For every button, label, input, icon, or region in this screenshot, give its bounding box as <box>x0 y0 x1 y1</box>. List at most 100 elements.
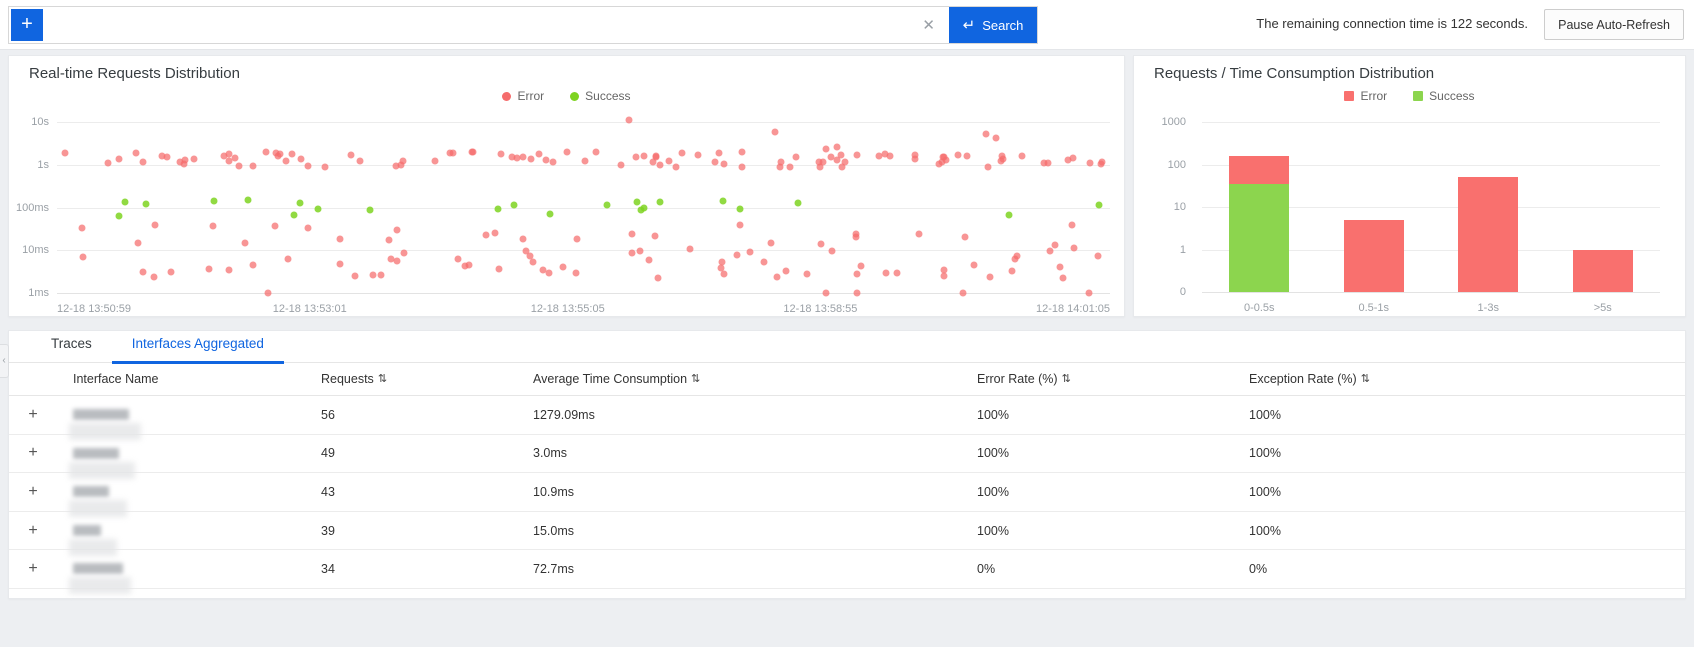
error-request-dot[interactable] <box>134 239 142 247</box>
error-request-dot[interactable] <box>519 153 527 161</box>
error-request-dot[interactable] <box>672 163 680 171</box>
error-request-dot[interactable] <box>276 150 284 157</box>
error-request-dot[interactable] <box>249 261 257 269</box>
error-request-dot[interactable] <box>491 229 499 237</box>
error-request-dot[interactable] <box>827 153 835 161</box>
success-request-dot[interactable] <box>494 205 502 213</box>
error-request-dot[interactable] <box>718 258 726 266</box>
error-request-dot[interactable] <box>225 266 233 274</box>
error-request-dot[interactable] <box>998 152 1006 160</box>
error-request-dot[interactable] <box>767 239 775 247</box>
error-request-dot[interactable] <box>656 161 664 169</box>
error-request-dot[interactable] <box>649 158 657 166</box>
error-request-dot[interactable] <box>773 273 781 281</box>
error-request-dot[interactable] <box>497 150 505 158</box>
error-request-dot[interactable] <box>833 156 841 164</box>
error-request-dot[interactable] <box>249 162 257 170</box>
success-request-dot[interactable] <box>244 196 252 204</box>
error-request-dot[interactable] <box>686 245 694 253</box>
error-request-dot[interactable] <box>321 163 329 171</box>
success-request-dot[interactable] <box>637 206 645 214</box>
error-request-dot[interactable] <box>573 235 581 243</box>
error-request-dot[interactable] <box>1094 252 1102 260</box>
error-request-dot[interactable] <box>336 235 344 243</box>
success-request-dot[interactable] <box>794 199 802 207</box>
error-request-dot[interactable] <box>782 267 790 275</box>
error-request-dot[interactable] <box>771 128 779 136</box>
error-request-dot[interactable] <box>935 160 943 168</box>
error-request-dot[interactable] <box>822 289 830 297</box>
clear-icon[interactable]: ✕ <box>922 17 935 34</box>
error-request-dot[interactable] <box>893 269 901 277</box>
error-request-dot[interactable] <box>954 151 962 159</box>
error-request-dot[interactable] <box>1068 221 1076 229</box>
error-request-dot[interactable] <box>559 263 567 271</box>
error-request-dot[interactable] <box>231 154 239 162</box>
error-request-dot[interactable] <box>209 222 217 230</box>
error-request-dot[interactable] <box>959 289 967 297</box>
error-request-dot[interactable] <box>738 148 746 156</box>
error-request-dot[interactable] <box>220 152 228 160</box>
error-request-dot[interactable] <box>288 150 296 158</box>
error-request-dot[interactable] <box>645 256 653 264</box>
error-request-dot[interactable] <box>431 157 439 165</box>
error-request-dot[interactable] <box>853 289 861 297</box>
error-request-dot[interactable] <box>911 155 919 163</box>
error-request-dot[interactable] <box>632 153 640 161</box>
error-request-dot[interactable] <box>816 163 824 171</box>
error-request-dot[interactable] <box>1008 267 1016 275</box>
add-filter-button[interactable]: + <box>11 9 43 41</box>
error-request-dot[interactable] <box>1051 241 1059 249</box>
error-request-dot[interactable] <box>377 271 385 279</box>
error-request-dot[interactable] <box>651 232 659 240</box>
error-request-dot[interactable] <box>150 273 158 281</box>
error-request-dot[interactable] <box>78 224 86 232</box>
error-request-dot[interactable] <box>652 152 660 160</box>
error-request-dot[interactable] <box>535 150 543 158</box>
error-request-dot[interactable] <box>1011 255 1019 263</box>
error-request-dot[interactable] <box>665 157 673 165</box>
error-request-dot[interactable] <box>715 149 723 157</box>
error-request-dot[interactable] <box>351 272 359 280</box>
error-request-dot[interactable] <box>225 157 233 165</box>
error-request-dot[interactable] <box>527 155 535 163</box>
success-request-dot[interactable] <box>121 198 128 206</box>
error-request-dot[interactable] <box>304 162 312 170</box>
success-request-dot[interactable] <box>603 201 611 209</box>
column-header-average-time[interactable]: Average Time Consumption ⇅ <box>517 372 961 386</box>
error-request-dot[interactable] <box>746 248 754 255</box>
search-button[interactable]: ↵ Search <box>949 7 1037 43</box>
success-request-dot[interactable] <box>656 198 664 206</box>
error-request-dot[interactable] <box>940 266 948 274</box>
search-input[interactable] <box>45 7 909 43</box>
error-request-dot[interactable] <box>986 273 994 281</box>
error-request-dot[interactable] <box>549 158 557 166</box>
error-request-dot[interactable] <box>495 265 503 273</box>
error-request-dot[interactable] <box>640 152 648 160</box>
error-request-dot[interactable] <box>1085 289 1093 297</box>
error-request-dot[interactable] <box>857 262 865 270</box>
error-request-dot[interactable] <box>636 247 644 255</box>
error-request-dot[interactable] <box>151 221 159 229</box>
row-expander-plus-icon[interactable]: + <box>28 560 38 578</box>
success-request-dot[interactable] <box>210 197 218 205</box>
error-request-dot[interactable] <box>886 152 894 160</box>
error-request-dot[interactable] <box>792 153 800 161</box>
sort-icon[interactable]: ⇅ <box>1061 372 1071 385</box>
error-request-dot[interactable] <box>282 157 290 165</box>
error-request-dot[interactable] <box>262 148 270 156</box>
error-request-dot[interactable] <box>163 153 171 161</box>
error-request-dot[interactable] <box>1046 247 1054 255</box>
tab-traces[interactable]: Traces <box>51 336 92 351</box>
success-request-dot[interactable] <box>1005 211 1013 219</box>
error-request-dot[interactable] <box>822 145 830 153</box>
error-request-dot[interactable] <box>297 155 305 163</box>
error-request-dot[interactable] <box>817 240 825 248</box>
error-request-dot[interactable] <box>881 150 889 158</box>
error-request-dot[interactable] <box>139 268 147 276</box>
error-request-dot[interactable] <box>519 235 527 243</box>
success-request-dot[interactable] <box>546 210 554 218</box>
bar-error-0.5-1s[interactable] <box>1343 219 1404 292</box>
error-request-dot[interactable] <box>454 255 462 263</box>
error-request-dot[interactable] <box>1097 160 1105 168</box>
